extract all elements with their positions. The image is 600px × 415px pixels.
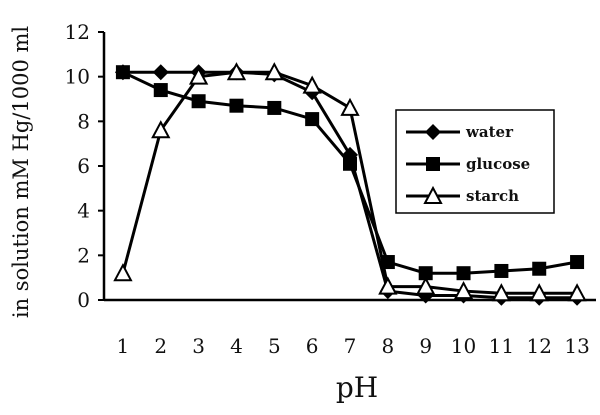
data-point-starch	[226, 62, 247, 81]
data-point-glucose	[418, 266, 433, 281]
data-point-glucose	[494, 263, 509, 278]
legend-label-glucose: glucose	[466, 155, 530, 173]
data-point-water	[152, 64, 169, 81]
y-tick-label: 8	[77, 109, 90, 133]
x-tick-label: 8	[381, 334, 394, 358]
legend-marker-starch	[423, 185, 443, 204]
x-tick-label: 10	[451, 334, 476, 358]
x-tick-label: 6	[306, 334, 319, 358]
data-point-glucose	[191, 94, 206, 109]
series-layer	[113, 62, 587, 306]
series-starch	[113, 62, 587, 302]
data-point-starch	[453, 280, 474, 300]
x-tick-label: 5	[268, 334, 281, 358]
data-point-starch	[491, 283, 512, 302]
data-point-glucose	[343, 156, 357, 171]
data-point-starch	[302, 75, 322, 94]
data-point-starch	[529, 283, 549, 302]
series-glucose	[115, 65, 585, 281]
data-point-starch	[378, 276, 398, 295]
data-point-starch	[567, 283, 587, 302]
y-tick-label: 2	[77, 243, 90, 267]
y-tick-label: 0	[77, 288, 90, 312]
x-tick-label: 11	[489, 334, 514, 358]
data-point-glucose	[305, 112, 320, 127]
legend: water glucose starch	[395, 109, 555, 214]
data-point-starch	[264, 62, 284, 81]
legend-label-starch: starch	[466, 187, 519, 205]
x-tick-label: 3	[192, 334, 205, 358]
x-tick-label: 4	[230, 334, 243, 358]
legend-marker-water	[425, 124, 441, 140]
data-point-glucose	[115, 65, 130, 80]
y-tick-label: 4	[77, 199, 90, 223]
y-tick-label: 6	[77, 154, 90, 178]
data-point-starch	[188, 66, 209, 85]
data-point-glucose	[267, 100, 282, 115]
data-point-glucose	[153, 83, 168, 98]
data-point-starch	[416, 276, 436, 295]
y-axis-title: in solution mM Hg/1000 ml	[9, 26, 33, 319]
data-point-glucose	[456, 266, 471, 281]
data-point-glucose	[532, 261, 547, 276]
data-point-glucose	[570, 255, 585, 270]
x-tick-label: 1	[117, 334, 130, 358]
y-tick-label: 12	[65, 20, 90, 44]
x-tick-label: 7	[344, 334, 357, 358]
data-point-starch	[340, 97, 360, 116]
legend-marker-glucose	[426, 157, 440, 171]
x-tick-label: 2	[154, 334, 167, 358]
x-tick-label: 12	[527, 334, 552, 358]
data-point-glucose	[229, 98, 244, 113]
x-axis-title: pH	[336, 371, 378, 404]
y-tick-label: 10	[65, 65, 90, 89]
x-tick-label: 13	[564, 334, 589, 358]
data-point-starch	[151, 120, 171, 139]
x-tick-label: 9	[419, 334, 432, 358]
data-point-starch	[113, 263, 133, 282]
legend-label-water: water	[465, 123, 514, 141]
